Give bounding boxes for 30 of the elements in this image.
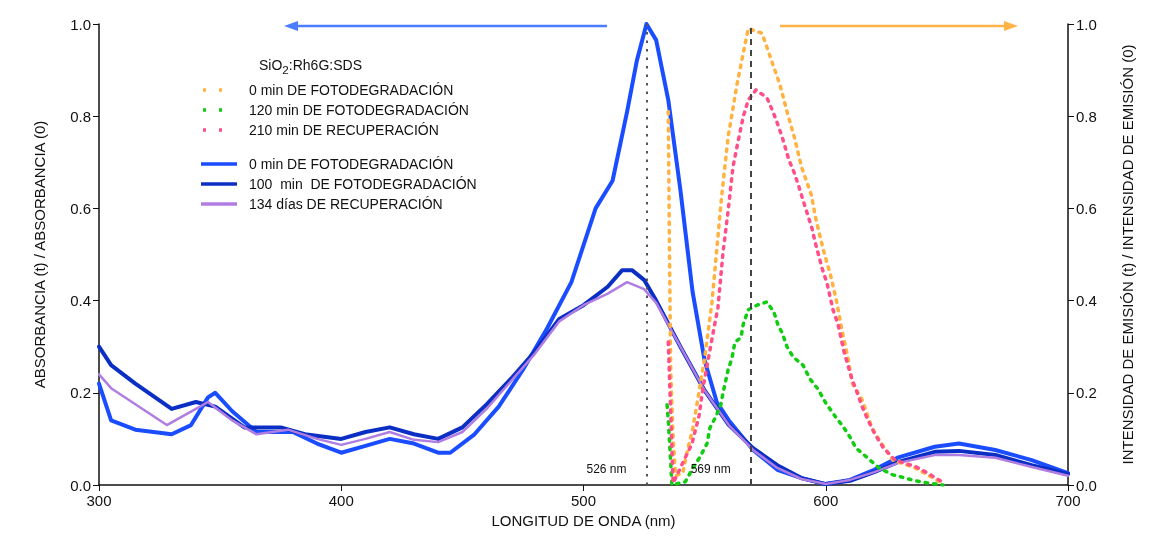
- x-axis-title: LONGITUD DE ONDA (nm): [491, 512, 676, 529]
- legend-label: 100 min DE FOTODEGRADACIÓN: [248, 174, 477, 194]
- ref-line-label: 569 nm: [690, 462, 731, 476]
- line-series: [665, 300, 945, 487]
- y2-tick-label: 0.4: [1076, 292, 1097, 310]
- y-axis-title: ABSORBANCIA (t) / ABSORBANCIA (0): [31, 120, 48, 389]
- y2-tick-label: 0.0: [1076, 476, 1097, 494]
- legend-label: 120 min DE FOTODEGRADACIÓN: [248, 100, 470, 120]
- x-tick-label: 600: [813, 492, 839, 509]
- y2-tick-label: 0.6: [1076, 199, 1097, 217]
- y-tick-label: 0.0: [70, 476, 91, 494]
- legend-label: 210 min DE RECUPERACIÓN: [248, 120, 440, 140]
- y-tick-label: 0.8: [70, 107, 91, 125]
- x-tick-label: 400: [328, 492, 354, 509]
- y-tick-label: 0.4: [70, 292, 91, 310]
- legend-label: 0 min DE FOTODEGRADACIÓN: [248, 80, 455, 100]
- x-tick-label: 700: [1055, 492, 1081, 509]
- y-tick-label: 0.2: [70, 384, 91, 402]
- y-tick-label: 0.6: [70, 199, 91, 217]
- y-tick-label: 1.0: [70, 15, 91, 33]
- ref-line-label: 526 nm: [586, 462, 627, 476]
- legend-label: 0 min DE FOTODEGRADACIÓN: [248, 154, 455, 174]
- x-tick-label: 300: [86, 492, 112, 509]
- y2-tick-label: 0.8: [1076, 107, 1097, 125]
- y2-axis-title: INTENSIDAD DE EMISIÓN (t) / INTENSIDAD DE EMISIÓN (0): [1119, 44, 1136, 465]
- y2-tick-label: 1.0: [1076, 15, 1097, 33]
- x-tick-label: 500: [570, 492, 597, 509]
- legend-label: 134 días DE RECUPERACIÓN: [248, 194, 444, 214]
- legend-title: SiO$_{2}$:Rh6G:SDS: [258, 56, 363, 78]
- y2-tick-label: 0.2: [1076, 384, 1097, 402]
